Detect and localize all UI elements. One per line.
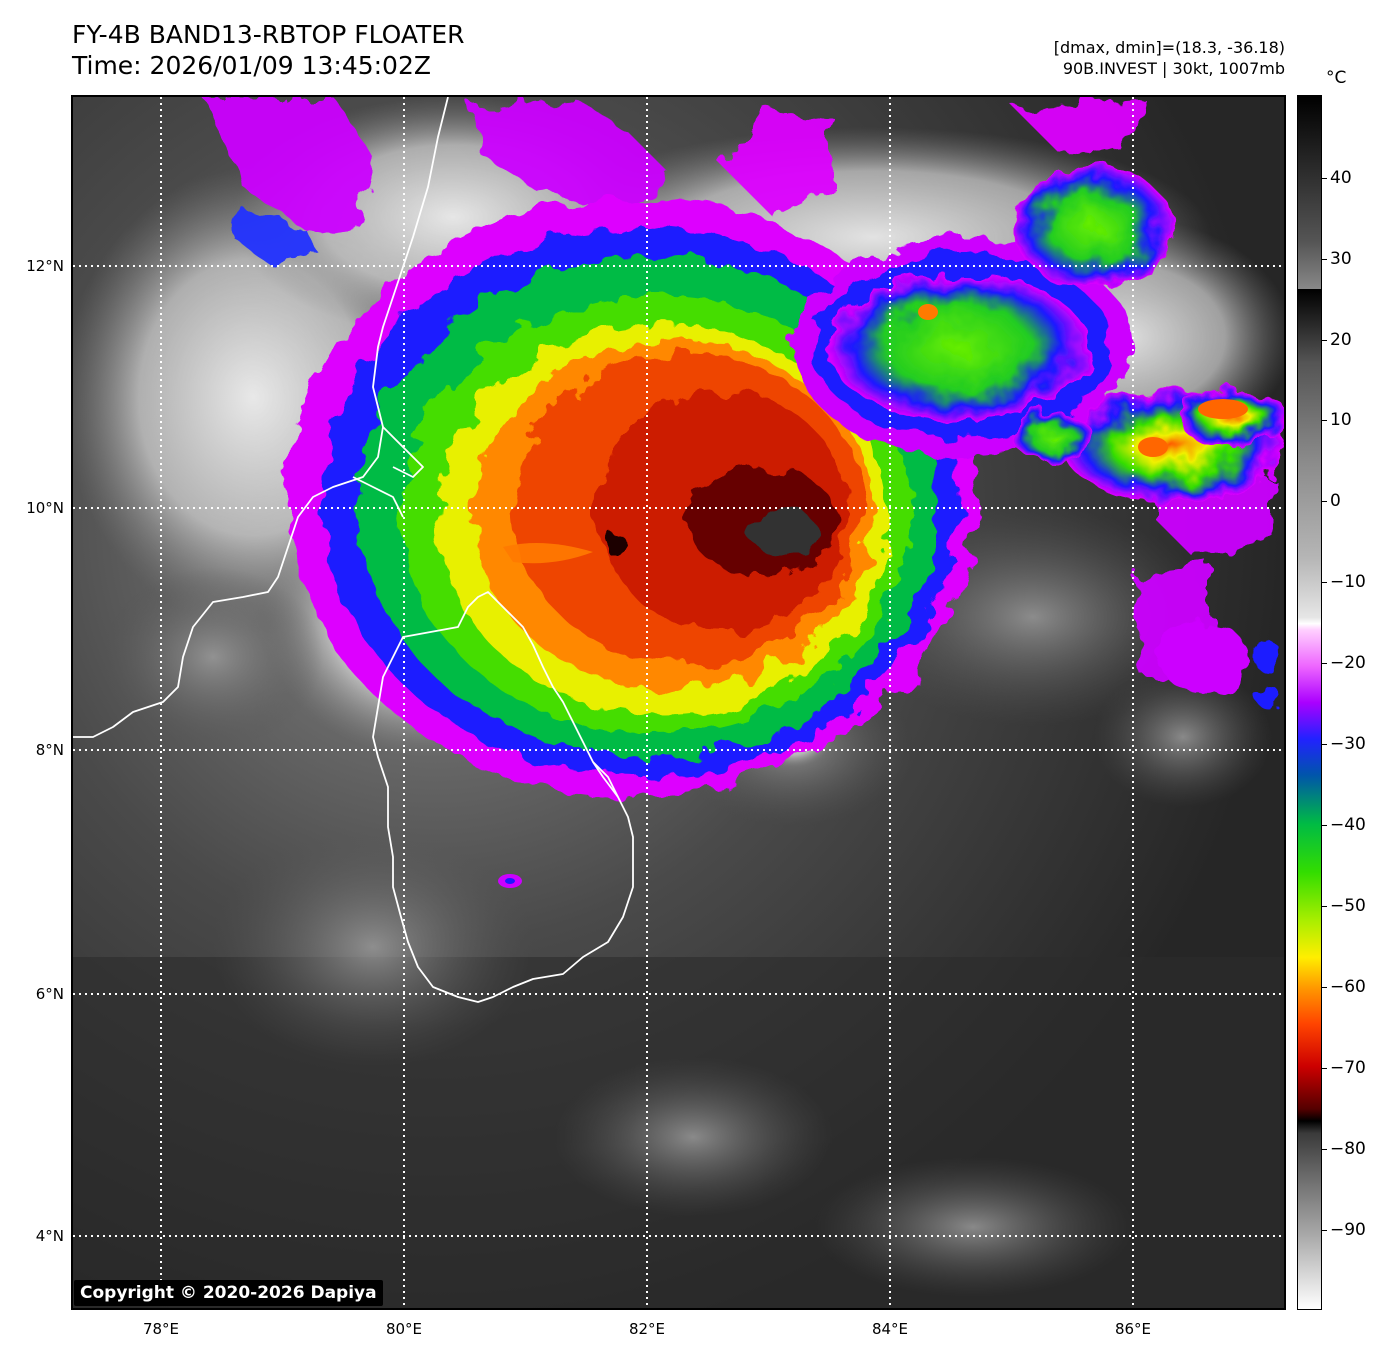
storm-info-text: 90B.INVEST | 30kt, 1007mb bbox=[1062, 59, 1285, 78]
colorbar-tick bbox=[1322, 178, 1327, 179]
lon-label-86e: 86°E bbox=[1114, 1320, 1152, 1338]
lon-label-78e: 78°E bbox=[142, 1320, 180, 1338]
colorbar-label-20: 20 bbox=[1330, 330, 1352, 350]
colorbar-label-minus30: −30 bbox=[1330, 734, 1366, 754]
colorbar-label-10: 10 bbox=[1330, 410, 1352, 430]
lon-label-82e: 82°E bbox=[628, 1320, 666, 1338]
lat-label-8n: 8°N bbox=[35, 741, 64, 759]
colorbar-tick bbox=[1322, 987, 1327, 988]
colorbar-unit: °C bbox=[1326, 68, 1347, 88]
colorbar-label-minus60: −60 bbox=[1330, 977, 1366, 997]
colorbar-tick bbox=[1322, 906, 1327, 907]
title-line-2: Time: 2026/01/09 13:45:02Z bbox=[72, 51, 431, 80]
colorbar bbox=[1297, 95, 1322, 1310]
copyright-badge: Copyright © 2020-2026 Dapiya bbox=[74, 1280, 383, 1306]
colorbar-tick bbox=[1322, 1230, 1327, 1231]
colorbar-label-minus80: −80 bbox=[1330, 1139, 1366, 1159]
satellite-map[interactable] bbox=[71, 95, 1286, 1310]
colorbar-label-30: 30 bbox=[1330, 249, 1352, 269]
lat-label-10n: 10°N bbox=[26, 499, 64, 517]
colorbar-tick bbox=[1322, 582, 1327, 583]
colorbar-label-40: 40 bbox=[1330, 168, 1352, 188]
colorbar-tick bbox=[1322, 744, 1327, 745]
colorbar-label-minus20: −20 bbox=[1330, 653, 1366, 673]
colorbar-tick bbox=[1322, 663, 1327, 664]
colorbar-label-minus70: −70 bbox=[1330, 1058, 1366, 1078]
colorbar-label-minus10: −10 bbox=[1330, 572, 1366, 592]
colorbar-label-minus90: −90 bbox=[1330, 1220, 1366, 1240]
range-text: [dmax, dmin]=(18.3, -36.18) bbox=[1053, 38, 1285, 57]
colorbar-label-minus40: −40 bbox=[1330, 815, 1366, 835]
lon-label-84e: 84°E bbox=[871, 1320, 909, 1338]
colorbar-tick bbox=[1322, 1149, 1327, 1150]
colorbar-tick bbox=[1322, 340, 1327, 341]
colorbar-tick bbox=[1322, 1068, 1327, 1069]
lat-label-12n: 12°N bbox=[26, 257, 64, 275]
colorbar-label-0: 0 bbox=[1330, 491, 1341, 511]
lat-label-4n: 4°N bbox=[35, 1227, 64, 1245]
title-line-1: FY-4B BAND13-RBTOP FLOATER bbox=[72, 20, 465, 49]
colorbar-tick bbox=[1322, 501, 1327, 502]
colorbar-label-minus50: −50 bbox=[1330, 896, 1366, 916]
lon-label-80e: 80°E bbox=[385, 1320, 423, 1338]
colorbar-tick bbox=[1322, 420, 1327, 421]
colorbar-tick bbox=[1322, 259, 1327, 260]
lat-label-6n: 6°N bbox=[35, 985, 64, 1003]
satellite-imagery bbox=[73, 97, 1284, 1308]
colorbar-tick bbox=[1322, 825, 1327, 826]
